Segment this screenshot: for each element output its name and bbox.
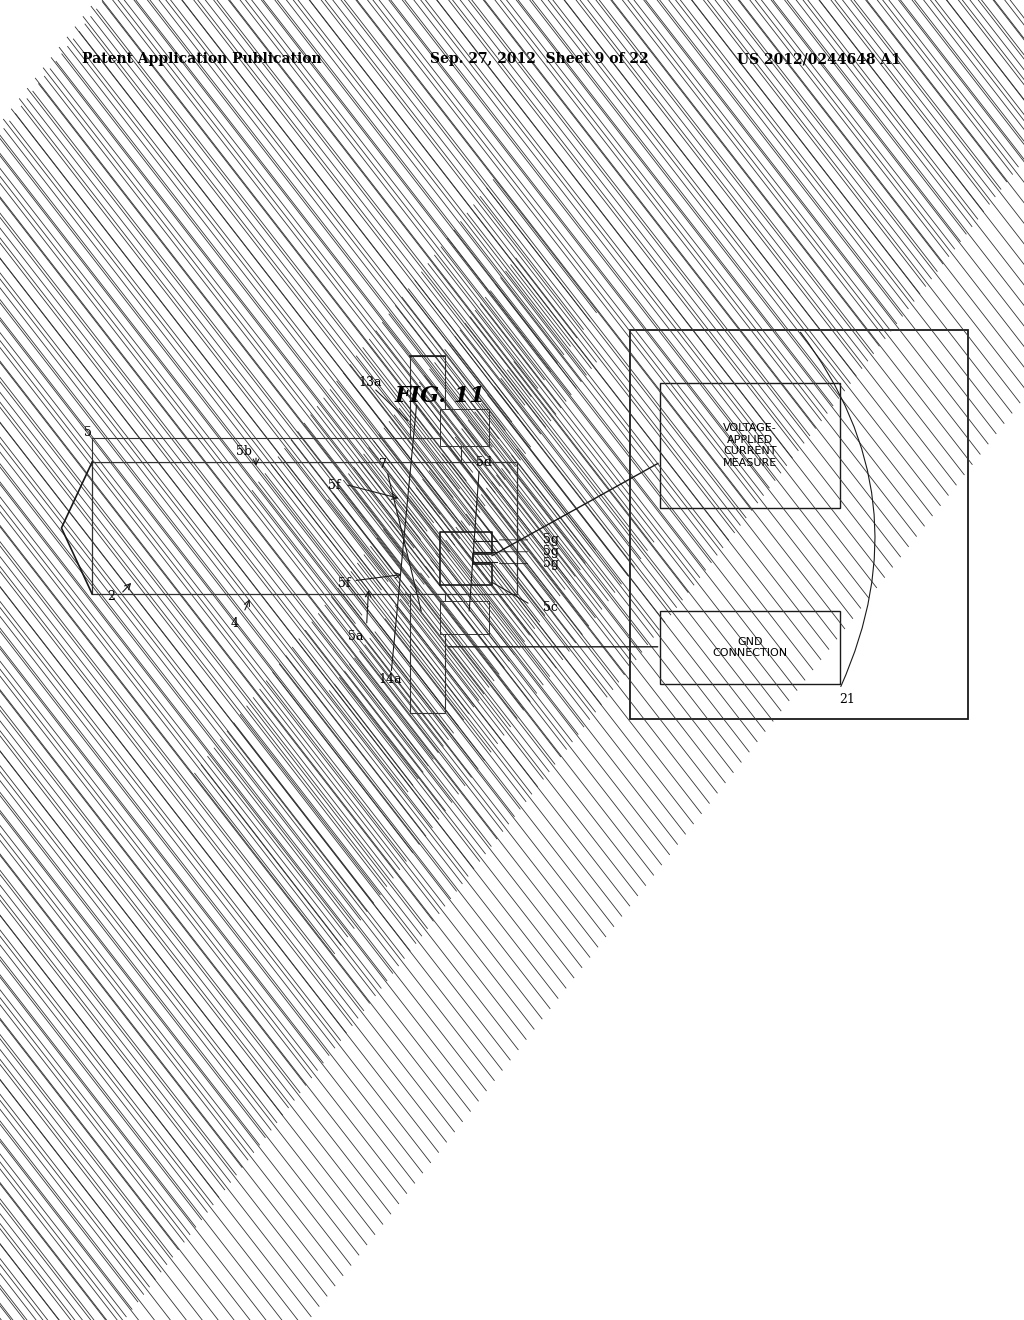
Text: 5g: 5g <box>543 545 559 558</box>
Bar <box>660 383 840 508</box>
Text: 5g: 5g <box>543 533 559 546</box>
Bar <box>440 409 489 446</box>
Bar <box>630 330 968 719</box>
Text: Sep. 27, 2012  Sheet 9 of 22: Sep. 27, 2012 Sheet 9 of 22 <box>430 53 649 66</box>
Text: 5g: 5g <box>543 557 559 570</box>
Bar <box>92 438 461 462</box>
Text: 5f: 5f <box>338 577 350 590</box>
Bar <box>410 356 445 438</box>
Text: US 2012/0244648 A1: US 2012/0244648 A1 <box>737 53 901 66</box>
Text: GND
CONNECTION: GND CONNECTION <box>713 636 787 659</box>
Text: Patent Application Publication: Patent Application Publication <box>82 53 322 66</box>
Text: 14a: 14a <box>379 673 402 686</box>
Bar <box>92 462 517 594</box>
Bar <box>410 594 445 713</box>
Text: 4: 4 <box>230 616 239 630</box>
Text: 7: 7 <box>379 458 387 471</box>
Text: 2: 2 <box>108 590 116 603</box>
Text: 5d: 5d <box>476 455 493 469</box>
Bar <box>440 601 489 634</box>
Text: 5b: 5b <box>236 445 252 458</box>
Text: 5a: 5a <box>348 630 364 643</box>
Text: 5f: 5f <box>328 479 340 492</box>
Text: 5: 5 <box>84 426 92 440</box>
Text: FIG. 11: FIG. 11 <box>395 385 485 407</box>
Text: 5c: 5c <box>543 601 558 614</box>
Bar <box>660 611 840 684</box>
Text: 13a: 13a <box>358 376 382 389</box>
Text: VOLTAGE-
APPLIED
CURRENT
MEASURE: VOLTAGE- APPLIED CURRENT MEASURE <box>723 424 777 467</box>
Text: 21: 21 <box>840 693 856 706</box>
